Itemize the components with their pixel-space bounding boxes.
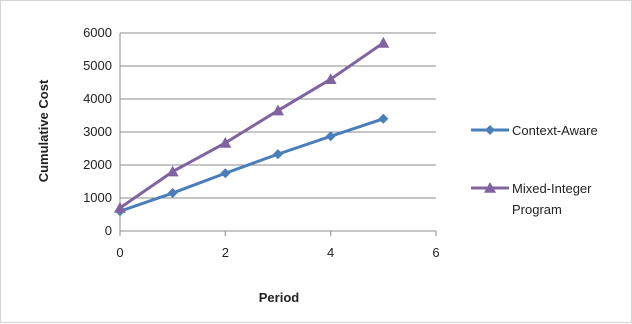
- data-point: [167, 188, 178, 199]
- series-line: [119, 41, 385, 210]
- x-tick-label: 4: [327, 245, 334, 260]
- y-axis-title: Cumulative Cost: [36, 79, 51, 182]
- y-tick-label: 6000: [83, 25, 112, 40]
- gridlines: [120, 32, 436, 199]
- y-tick-label: 4000: [83, 91, 112, 106]
- y-tick-label: 5000: [83, 58, 112, 73]
- data-point: [273, 149, 283, 160]
- data-point: [219, 136, 232, 148]
- series: [114, 36, 390, 217]
- y-tick-label: 2000: [83, 157, 112, 172]
- axes: [119, 33, 437, 236]
- x-axis-title: Period: [259, 290, 300, 305]
- y-tick-labels: 0 1000 2000 3000 4000 5000 6000: [83, 25, 112, 238]
- data-point: [220, 168, 231, 179]
- y-tick-label: 3000: [83, 124, 112, 139]
- series-line: [119, 117, 384, 213]
- data-point: [378, 113, 389, 124]
- legend: Context-Aware Mixed-Integer Program: [471, 123, 598, 217]
- data-point: [324, 73, 337, 84]
- legend-label: Mixed-Integer: [512, 181, 592, 196]
- x-tick-label: 0: [116, 245, 123, 260]
- legend-marker: [484, 182, 496, 193]
- y-tick-label: 0: [105, 223, 112, 238]
- x-tick-label: 2: [222, 245, 229, 260]
- data-point: [272, 104, 284, 116]
- y-tick-label: 1000: [83, 190, 112, 205]
- data-point: [114, 201, 126, 213]
- legend-label: Context-Aware: [512, 123, 598, 138]
- legend-label: Program: [512, 202, 562, 217]
- legend-marker: [485, 125, 495, 135]
- data-point: [166, 165, 179, 177]
- data-point: [377, 36, 390, 48]
- x-tick-label: 6: [432, 245, 439, 260]
- data-point: [325, 131, 336, 142]
- x-tick-labels: 0 2 4 6: [116, 245, 439, 260]
